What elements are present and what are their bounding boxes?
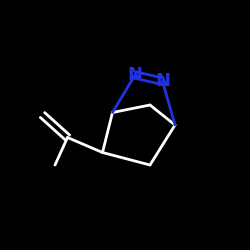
Text: N: N <box>128 66 142 84</box>
Text: N: N <box>155 72 170 90</box>
